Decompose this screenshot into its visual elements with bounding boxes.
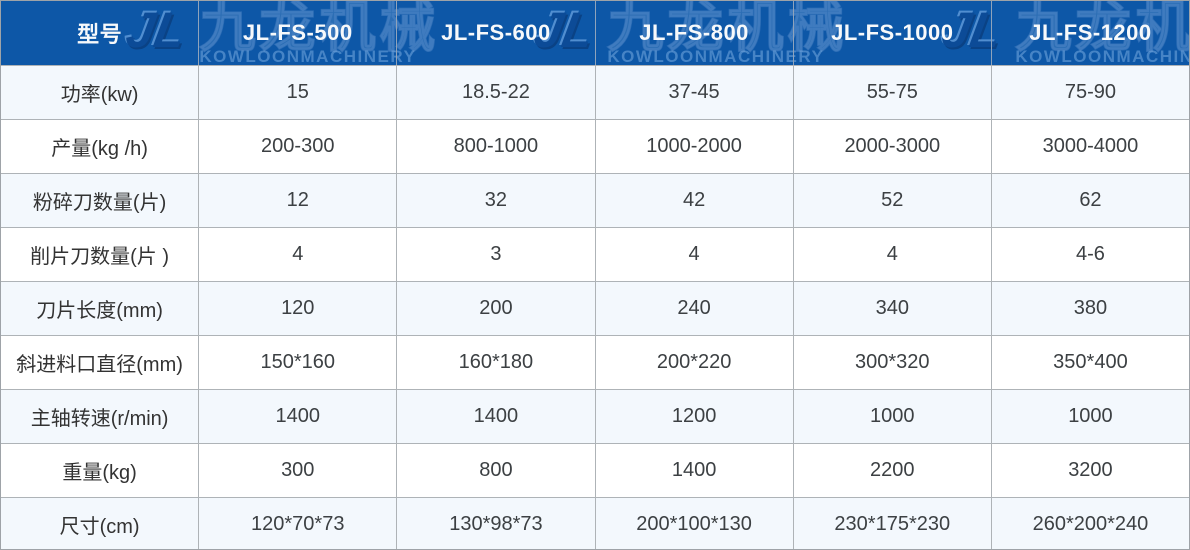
cell-value: 3000-4000 bbox=[1042, 135, 1139, 157]
cell-value: 240 bbox=[596, 282, 794, 335]
row-label: 尺寸(cm) bbox=[1, 498, 200, 549]
cell-value: 37-45 bbox=[596, 66, 794, 119]
cell-value: 42 bbox=[596, 174, 794, 227]
cell-value: 4 bbox=[794, 228, 992, 281]
header-cell-jl-fs-1000: JL-FS-1000 bbox=[794, 1, 992, 65]
cell-value: 12 bbox=[199, 174, 398, 227]
row-label: 主轴转速(r/min) bbox=[1, 390, 200, 443]
cell-value: 380 bbox=[1073, 297, 1108, 319]
table-row-blade-length: 刀片长度(mm) 120 200 240 340 380 bbox=[1, 281, 1189, 335]
row-label: 产量(kg /h) bbox=[1, 120, 200, 173]
table-row-spindle-speed: 主轴转速(r/min) 1400 1400 1200 1000 1000 bbox=[1, 389, 1189, 443]
cell-value: 200*220 bbox=[596, 336, 794, 389]
cell-value: 4 bbox=[199, 228, 398, 281]
cell-value: 340 bbox=[794, 282, 992, 335]
cell-value: 300 bbox=[199, 444, 398, 497]
header-cell-jl-fs-600: JL-FS-600 bbox=[397, 1, 596, 65]
header-cell-jl-fs-500: JL-FS-500 bbox=[199, 1, 398, 65]
cell-value: 4 bbox=[596, 228, 794, 281]
cell-value: 150*160 bbox=[199, 336, 398, 389]
cell-value: 3200 bbox=[1068, 459, 1113, 481]
cell-value: 1000 bbox=[1068, 405, 1113, 427]
cell-value: 120 bbox=[199, 282, 398, 335]
cell-value: 3 bbox=[397, 228, 596, 281]
table-row-weight: 重量(kg) 300 800 1400 2200 3200 bbox=[1, 443, 1189, 497]
cell-value: 32 bbox=[397, 174, 596, 227]
header-cell-jl-fs-800: JL-FS-800 bbox=[596, 1, 794, 65]
cell-value: 130*98*73 bbox=[397, 498, 596, 549]
cell-value: 1000-2000 bbox=[596, 120, 794, 173]
table-row-dimensions: 尺寸(cm) 120*70*73 130*98*73 200*100*130 2… bbox=[1, 497, 1189, 549]
row-label: 功率(kw) bbox=[1, 66, 200, 119]
cell-value: 120*70*73 bbox=[199, 498, 398, 549]
cell-value: 350*400 bbox=[1053, 351, 1128, 373]
cell-value: 1400 bbox=[397, 390, 596, 443]
header-cell-jl-fs-1200: JL-FS-1200 bbox=[1029, 20, 1152, 45]
cell-value: 200*100*130 bbox=[596, 498, 794, 549]
cell-value: 62 bbox=[1079, 189, 1102, 211]
cell-value: 18.5-22 bbox=[397, 66, 596, 119]
cell-value: 75-90 bbox=[1064, 81, 1117, 103]
row-label: 斜进料口直径(mm) bbox=[1, 336, 200, 389]
cell-value: 800-1000 bbox=[397, 120, 596, 173]
cell-value: 800 bbox=[397, 444, 596, 497]
cell-value: 300*320 bbox=[794, 336, 992, 389]
cell-value: 1400 bbox=[596, 444, 794, 497]
cell-value: 1000 bbox=[794, 390, 992, 443]
cell-value: 260*200*240 bbox=[1032, 513, 1149, 535]
table-row-chipping-blades: 削片刀数量(片 ) 4 3 4 4 4-6 bbox=[1, 227, 1189, 281]
row-label: 削片刀数量(片 ) bbox=[1, 228, 200, 281]
row-label: 粉碎刀数量(片) bbox=[1, 174, 200, 227]
row-label: 重量(kg) bbox=[1, 444, 200, 497]
table-row-crushing-blades: 粉碎刀数量(片) 12 32 42 52 62 bbox=[1, 173, 1189, 227]
table-header-row: JL 九龙机械 KOWLOONMACHINERY JL 九龙机械 KOWLOON… bbox=[1, 1, 1189, 65]
row-label: 刀片长度(mm) bbox=[1, 282, 200, 335]
cell-value: 230*175*230 bbox=[794, 498, 992, 549]
cell-value: 55-75 bbox=[794, 66, 992, 119]
cell-value: 160*180 bbox=[397, 336, 596, 389]
cell-value: 4-6 bbox=[1075, 243, 1105, 265]
header-cell-model: 型号 bbox=[1, 1, 200, 65]
cell-value: 2200 bbox=[794, 444, 992, 497]
cell-value: 52 bbox=[794, 174, 992, 227]
cell-value: 200-300 bbox=[199, 120, 398, 173]
table-row-output: 产量(kg /h) 200-300 800-1000 1000-2000 200… bbox=[1, 119, 1189, 173]
cell-value: 1200 bbox=[596, 390, 794, 443]
cell-value: 2000-3000 bbox=[794, 120, 992, 173]
table-row-inlet-diameter: 斜进料口直径(mm) 150*160 160*180 200*220 300*3… bbox=[1, 335, 1189, 389]
cell-value: 200 bbox=[397, 282, 596, 335]
cell-value: 1400 bbox=[199, 390, 398, 443]
table-row-power: 功率(kw) 15 18.5-22 37-45 55-75 75-90 bbox=[1, 65, 1189, 119]
cell-value: 15 bbox=[199, 66, 398, 119]
